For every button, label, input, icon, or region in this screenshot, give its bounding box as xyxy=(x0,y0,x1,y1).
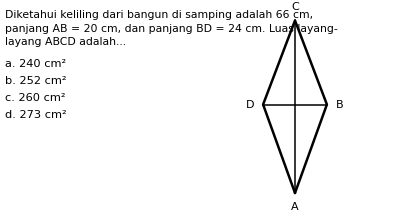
Text: layang ABCD adalah...: layang ABCD adalah... xyxy=(5,37,126,47)
Text: c. 260 cm²: c. 260 cm² xyxy=(5,92,65,102)
Text: d. 273 cm²: d. 273 cm² xyxy=(5,109,67,119)
Text: C: C xyxy=(291,2,299,12)
Text: panjang AB = 20 cm, dan panjang BD = 24 cm. Luas layang-: panjang AB = 20 cm, dan panjang BD = 24 … xyxy=(5,24,338,34)
Text: D: D xyxy=(245,99,254,109)
Text: B: B xyxy=(336,99,344,109)
Text: a. 240 cm²: a. 240 cm² xyxy=(5,58,66,68)
Text: A: A xyxy=(291,202,299,212)
Text: Diketahui keliling dari bangun di samping adalah 66 cm,: Diketahui keliling dari bangun di sampin… xyxy=(5,10,313,20)
Text: b. 252 cm²: b. 252 cm² xyxy=(5,75,67,85)
